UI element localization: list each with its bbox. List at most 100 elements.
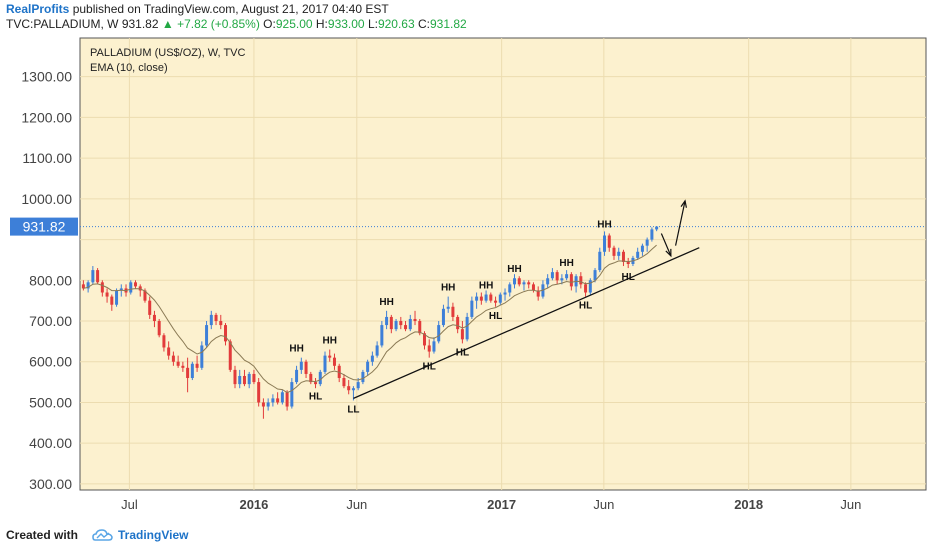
ema-line [83,244,657,394]
candle-body [228,341,232,370]
price-tick-label: 500.00 [29,394,72,410]
publisher-name[interactable]: RealProfits [6,2,70,16]
candle-body [181,365,185,368]
candle-body [280,392,284,403]
open-label: O: [263,17,276,31]
candle-body [389,316,393,330]
candle-body [418,321,422,334]
time-tick-label: 2017 [487,497,516,512]
candle-body [209,314,213,326]
candle-body [91,270,95,283]
candle-body [304,361,308,374]
candle-body [579,276,583,285]
candle-body [328,355,332,358]
candle-body [584,284,588,293]
price-tick-label: 1200.00 [21,109,72,125]
candle-body [247,373,251,385]
candle-body [271,398,275,403]
price-chart[interactable]: 1300.00 1200.00 1100.00 1000.00 800.00 700.00… [0,34,932,520]
candle-body [261,402,265,407]
tradingview-brand[interactable]: TradingView [118,528,189,542]
candle-body [290,382,294,407]
low-value: 920.63 [377,17,415,31]
time-tick-label: Jun [840,497,861,512]
swing-label: HL [579,301,592,312]
indicator-label: EMA (10, close) [90,62,168,74]
candle-body [432,341,436,352]
candle-body [167,347,171,356]
swing-label: HL [489,311,502,322]
change-value: +7.82 (+0.85%) [177,17,260,31]
candle-body [498,294,502,303]
plot-area[interactable] [79,37,927,491]
candle-body [152,314,156,322]
candle-body [81,284,85,289]
candle-body [465,316,469,340]
candle-body [508,284,512,293]
grid [80,38,926,490]
created-with-text: Created with [6,528,79,542]
candle-body [479,296,483,301]
candle-body [522,282,526,285]
swing-label: LL [347,404,359,415]
time-axis[interactable]: Jul 2016 Jun 2017 Jun 2018 Jun [121,497,861,512]
candle-body [517,278,521,285]
candle-body [314,382,318,385]
candle-body [295,369,299,383]
symbol-label: TVC:PALLADIUM, W [6,17,119,31]
candle-body [408,318,412,330]
candle-body [299,361,303,370]
candle-body [380,325,384,346]
candle-body [219,321,223,326]
candle-body [143,290,147,301]
change-up-icon: ▲ [161,17,174,31]
swing-label: HL [309,391,322,402]
candle-body [119,288,123,291]
candle-body [456,316,460,330]
candle-body [636,251,640,258]
candle-body [513,278,517,285]
candle-body [593,270,597,281]
high-label: H: [315,17,328,31]
candle-body [342,378,346,387]
candle-body [366,361,370,372]
candle-body [655,226,659,230]
high-value: 933.00 [327,17,365,31]
time-tick-label: Jun [593,497,614,512]
candle-body [162,335,166,348]
candle-body [105,292,109,297]
close-label: C: [418,17,430,31]
candle-body [598,251,602,271]
candle-body [621,251,625,262]
candle-body [133,282,137,287]
price-tick-label: 1100.00 [22,150,72,166]
candle-body [233,369,237,385]
candle-body [318,371,322,385]
time-tick-label: Jun [346,497,367,512]
candle-body [115,290,119,305]
low-label: L: [367,17,378,31]
chart-title: PALLADIUM (US$/OZ), W, TVC [90,47,246,59]
candle-body [413,318,417,322]
price-tick-label: 1000.00 [21,191,72,207]
candle-body [441,308,445,326]
swing-label: HL [456,347,469,358]
chart-labels: PALLADIUM (US$/OZ), W, TVC EMA (10, clos… [90,47,246,74]
time-tick-label: 2018 [734,497,763,512]
candle-body [242,375,246,385]
price-tick-label: 400.00 [29,435,72,451]
candle-body [569,274,573,287]
candle-body [257,382,261,403]
swing-label: HH [289,344,303,355]
candle-body [470,300,474,317]
candle-body [385,316,389,326]
footer: Created with TradingView [0,520,932,550]
price-axis[interactable]: 1300.00 1200.00 1100.00 1000.00 800.00 700.00… [10,69,78,492]
candle-body [640,245,644,252]
price-tick-label: 800.00 [29,272,72,288]
candle-body [205,325,209,346]
candle-body [484,294,488,301]
candle-body [560,278,564,281]
price-tick-label: 700.00 [29,313,72,329]
candle-body [489,294,493,301]
